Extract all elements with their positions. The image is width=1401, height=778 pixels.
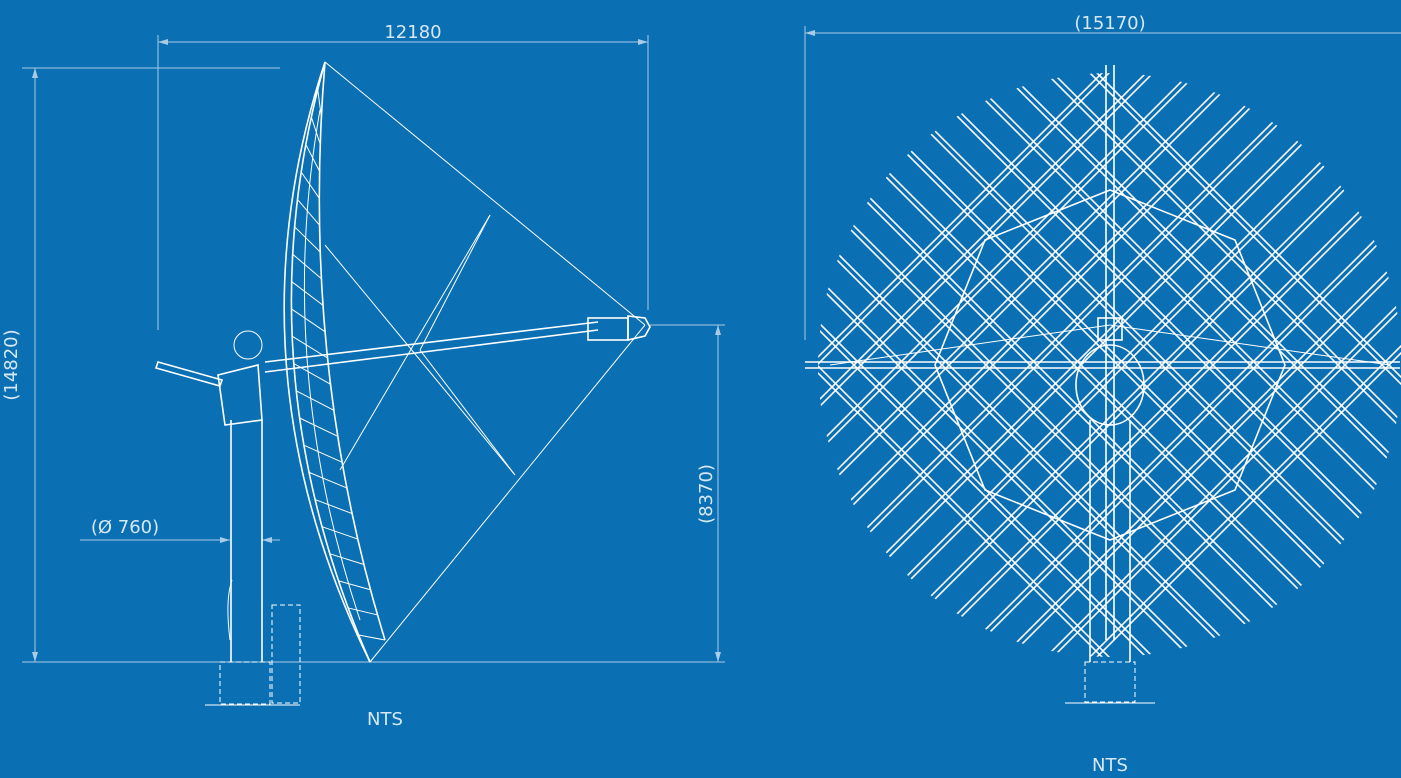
grid-rib — [818, 73, 1314, 657]
grid-rib — [818, 73, 1175, 657]
truss-member — [329, 553, 365, 565]
hub-ring — [934, 189, 1286, 541]
truss-member — [348, 607, 378, 616]
grid-rib — [818, 73, 1182, 657]
stay — [419, 349, 516, 476]
grid-rib — [818, 73, 1307, 657]
grid-rib — [818, 73, 1263, 657]
grid-rib — [818, 73, 1226, 657]
truss-member — [338, 580, 371, 591]
grid-rib — [818, 73, 1138, 657]
truss-member — [299, 417, 338, 437]
stay — [324, 244, 516, 476]
dish-front — [283, 61, 371, 663]
grid-rib — [818, 73, 1131, 657]
truss-member — [291, 308, 326, 333]
dimension-label: (15170) — [1074, 13, 1145, 34]
grid-rib — [818, 73, 1401, 657]
stay — [324, 61, 646, 326]
grid-rib — [892, 73, 1401, 657]
stay — [829, 324, 1111, 366]
dimension-label: (14820) — [1, 329, 22, 400]
truss-member — [317, 89, 322, 117]
grid-rib — [980, 73, 1401, 657]
truss-member — [300, 171, 320, 199]
feed-strut — [264, 329, 599, 373]
truss-member — [322, 61, 326, 90]
grid-rib — [973, 73, 1401, 657]
truss-members — [291, 61, 386, 641]
truss-member — [296, 390, 335, 411]
truss-member — [358, 634, 386, 641]
grid-rib — [818, 73, 1401, 657]
grid-rib — [885, 73, 1401, 657]
hub — [1075, 344, 1145, 426]
grid-rib — [818, 73, 1395, 657]
truss-member — [321, 526, 358, 540]
side-view: 12180 (14820) (Ø 760) (8370) NTS — [1, 22, 725, 730]
dish-back — [318, 61, 386, 641]
grid-rib — [818, 73, 1351, 657]
grid-rib — [818, 73, 1219, 657]
scale-note: NTS — [1092, 755, 1128, 776]
grid-rib — [936, 73, 1401, 657]
cable — [227, 579, 233, 641]
foundation — [219, 661, 271, 705]
grid-rib — [892, 73, 1401, 657]
counterweight-arm — [154, 361, 224, 387]
scale-note: NTS — [367, 709, 403, 730]
grid-rib — [1061, 73, 1401, 657]
stay — [1109, 324, 1391, 366]
truss — [303, 109, 361, 621]
feed-horn — [587, 317, 629, 341]
truss-member — [308, 471, 348, 489]
truss-member — [310, 116, 321, 145]
motor — [233, 330, 263, 360]
grid-rib — [1017, 73, 1401, 657]
grid-rib — [885, 73, 1401, 657]
feed-horn — [627, 315, 651, 342]
dish-front — [290, 61, 371, 663]
grid-rib — [929, 73, 1401, 657]
dimension-label: (8370) — [696, 464, 717, 524]
feed-box — [1097, 317, 1123, 341]
dimension-label: (Ø 760) — [91, 517, 159, 538]
grid-rib — [818, 73, 1401, 657]
truss-member — [314, 499, 353, 515]
feed-strut — [264, 321, 599, 363]
truss-member — [292, 253, 322, 280]
foundation — [1084, 661, 1136, 703]
truss-member — [297, 199, 320, 226]
reflector-grid — [818, 73, 1401, 657]
grid-rib — [818, 73, 1270, 657]
grid-rib — [818, 73, 1401, 657]
mount — [217, 363, 263, 426]
dimension-label: 12180 — [384, 22, 441, 43]
grid-rib — [818, 73, 1131, 657]
truss-member — [305, 144, 320, 172]
truss-member — [291, 335, 328, 359]
stay — [419, 214, 491, 351]
grid-rib — [818, 73, 1138, 657]
stay — [369, 324, 646, 663]
stay — [339, 214, 491, 471]
grid-rib — [1024, 73, 1401, 657]
cabinet — [271, 604, 301, 704]
truss-member — [294, 226, 321, 253]
truss-member — [291, 281, 324, 306]
grid-rib — [1061, 73, 1401, 657]
truss-member — [303, 444, 343, 463]
